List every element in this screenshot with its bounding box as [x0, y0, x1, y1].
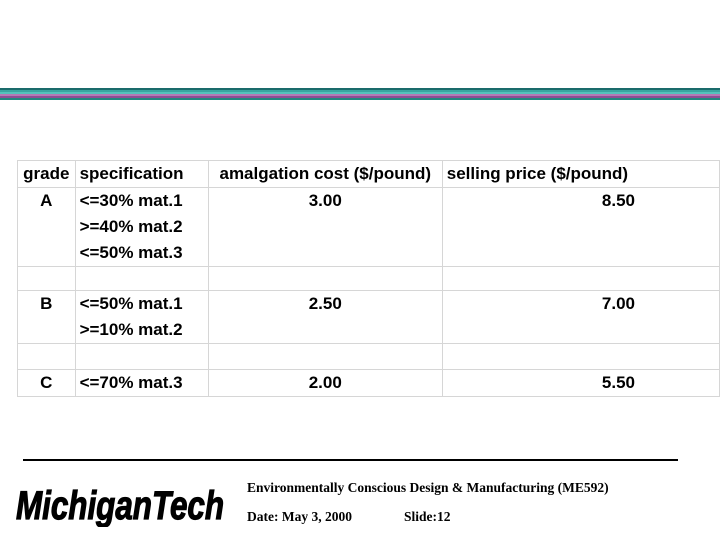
- cost-cell: 3.00: [207, 187, 443, 267]
- spec-line: <=50% mat.1: [79, 294, 183, 313]
- specification-cell: <=30% mat.1 >=40% mat.2 <=50% mat.3: [74, 187, 209, 267]
- footer-divider: [23, 459, 678, 461]
- table-header-row: grade specification amalgation cost ($/p…: [17, 160, 720, 188]
- header-amalgation-cost: amalgation cost ($/pound): [207, 160, 443, 188]
- svg-text:MichiganTech: MichiganTech: [16, 484, 224, 527]
- spacer-row: [17, 343, 720, 370]
- course-title: Environmentally Conscious Design & Manuf…: [247, 480, 609, 495]
- specification-cell: <=50% mat.1 >=10% mat.2: [74, 290, 209, 344]
- spec-line: >=10% mat.2: [79, 320, 183, 339]
- table-row: A <=30% mat.1 >=40% mat.2 <=50% mat.3 3.…: [17, 187, 720, 267]
- michigan-tech-logo: MichiganTech: [15, 483, 224, 527]
- grade-cell: A: [17, 187, 76, 267]
- slide-number: Slide:12: [404, 509, 451, 524]
- cost-cell: 2.50: [207, 290, 443, 344]
- price-cell: 8.50: [441, 187, 720, 267]
- grades-table: grade specification amalgation cost ($/p…: [17, 160, 720, 397]
- specification-cell: <=70% mat.3: [74, 369, 209, 397]
- table-row: B <=50% mat.1 >=10% mat.2 2.50 7.00: [17, 290, 720, 344]
- header-specification: specification: [74, 160, 209, 188]
- slide-date: Date: May 3, 2000: [247, 509, 352, 524]
- price-cell: 7.00: [441, 290, 720, 344]
- header-selling-price: selling price ($/pound): [441, 160, 720, 188]
- spec-line: >=40% mat.2: [79, 217, 183, 236]
- table-row: C <=70% mat.3 2.00 5.50: [17, 369, 720, 397]
- price-cell: 5.50: [441, 369, 720, 397]
- spec-line: <=50% mat.3: [79, 243, 183, 262]
- spec-line: <=30% mat.1: [79, 191, 183, 210]
- spacer-row: [17, 266, 720, 291]
- header-stripes: [0, 88, 720, 100]
- grade-cell: B: [17, 290, 76, 344]
- header-grade: grade: [17, 160, 76, 188]
- cost-cell: 2.00: [207, 369, 443, 397]
- grade-cell: C: [17, 369, 76, 397]
